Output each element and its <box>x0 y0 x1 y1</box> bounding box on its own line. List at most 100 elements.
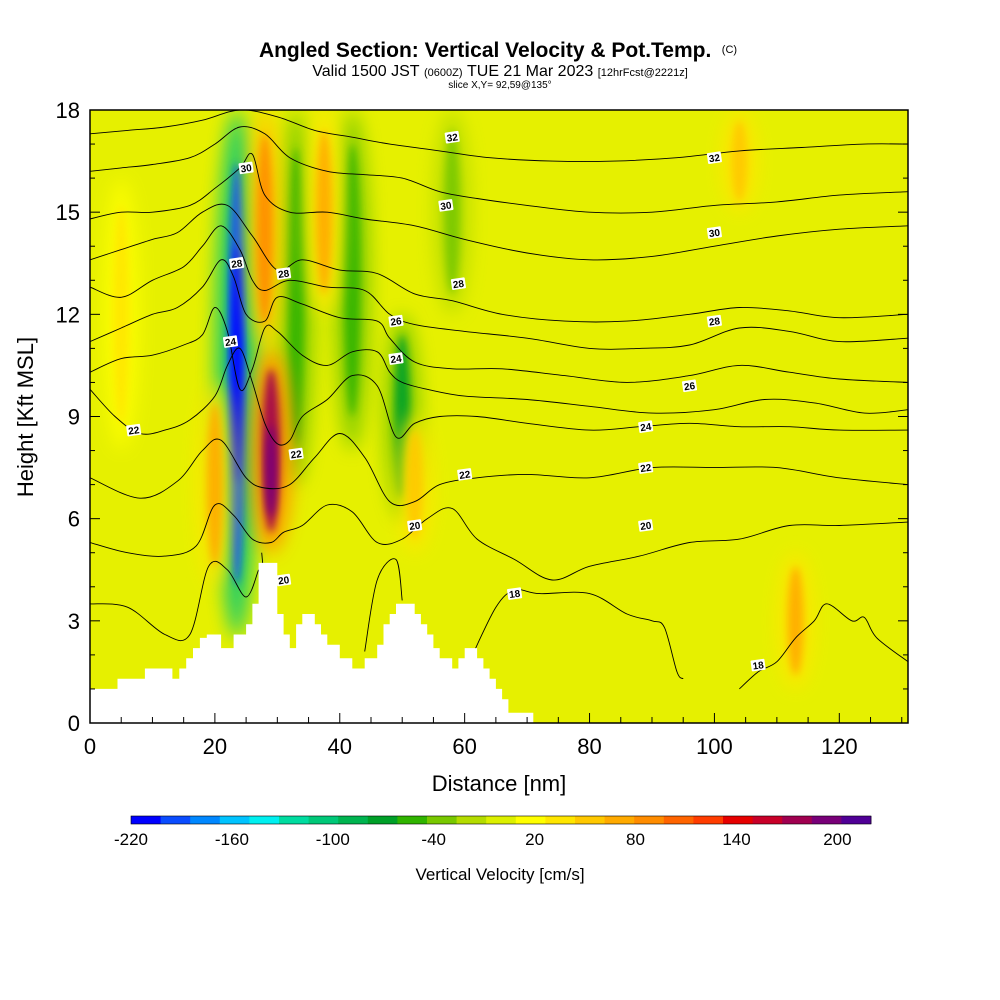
theta-contour-18 <box>364 558 403 652</box>
colorbar-frame <box>130 815 872 825</box>
contour-label-text: 28 <box>278 269 291 282</box>
velocity-downdraft-core <box>344 144 361 417</box>
terrain-mask <box>90 562 908 723</box>
theta-contour-28 <box>90 203 908 323</box>
colorbar-swatch <box>752 816 783 824</box>
contour-label-text: 32 <box>446 132 459 145</box>
colorbar-label: -160 <box>215 830 249 849</box>
x-axis-title: Distance [nm] <box>432 771 567 796</box>
theta-contour-22 <box>90 433 908 507</box>
colorbar-swatch <box>782 816 813 824</box>
velocity-downdraft-core <box>288 147 305 448</box>
colorbar-swatch <box>338 816 369 824</box>
y-tick-label: 6 <box>68 507 80 532</box>
x-axis: 0 20 40 60 80 100 120 <box>84 713 903 759</box>
colorbar-label: -220 <box>114 830 148 849</box>
colorbar-swatch <box>515 816 546 824</box>
velocity-updraft-core <box>206 402 223 567</box>
contour-label-text: 20 <box>278 575 291 588</box>
contour-label: 30 <box>706 226 722 241</box>
colorbar-swatch <box>456 816 487 824</box>
colorbar-swatch <box>427 816 457 824</box>
contour-label: 24 <box>388 352 404 366</box>
colorbar-swatch <box>397 816 428 824</box>
contour-label: 20 <box>638 519 654 533</box>
x-tick-label: 100 <box>696 734 733 759</box>
contour-label: 18 <box>750 658 766 673</box>
colorbar-swatch <box>693 816 724 824</box>
theta-contour-32 <box>90 126 908 214</box>
theta-contour-22 <box>90 347 908 446</box>
contour-label-text: 22 <box>128 425 141 438</box>
x-tick-label: 80 <box>577 734 601 759</box>
colorbar-swatch <box>367 816 398 824</box>
colorbar-swatch <box>723 816 753 824</box>
colorbar-swatch <box>811 816 842 824</box>
y-axis-title: Height [Kft MSL] <box>13 337 38 497</box>
contour-label-text: 24 <box>390 354 403 367</box>
x-tick-label: 20 <box>203 734 227 759</box>
contour-label-text: 20 <box>409 521 422 534</box>
theta-contour-26 <box>90 259 908 383</box>
colorbar-label: 80 <box>626 830 645 849</box>
colorbar-label: 20 <box>525 830 544 849</box>
contour-label-text: 26 <box>390 316 403 329</box>
y-tick-label: 3 <box>68 609 80 634</box>
slice-info: slice X,Y= 92,59@135° <box>448 80 551 91</box>
contour-label: 26 <box>388 314 404 329</box>
velocity-updraft-core <box>787 566 804 676</box>
colorbar-label: 140 <box>722 830 750 849</box>
theta-contour-18 <box>470 589 684 680</box>
contour-label-text: 32 <box>708 153 721 166</box>
y-tick-label: 18 <box>56 98 80 123</box>
colorbar-swatch <box>219 816 250 824</box>
chart-title: Angled Section: Vertical Velocity & Pot.… <box>259 39 737 62</box>
colorbar-swatch <box>575 816 605 824</box>
contour-label: 32 <box>706 151 722 166</box>
theta-contour-18 <box>739 603 908 690</box>
contour-label: 20 <box>276 573 292 588</box>
colorbar-swatch <box>279 816 309 824</box>
contour-label: 30 <box>238 161 254 175</box>
y-tick-label: 15 <box>56 200 80 225</box>
x-tick-label: 0 <box>84 734 96 759</box>
contour-label: 22 <box>638 461 654 475</box>
contour-label-text: 28 <box>708 316 721 329</box>
contour-label-text: 26 <box>683 381 696 394</box>
colorbar-swatch <box>190 816 221 824</box>
contour-label-text: 28 <box>452 279 465 292</box>
contour-label-text: 18 <box>509 589 522 602</box>
contour-label-text: 30 <box>440 200 453 213</box>
contour-label: 24 <box>638 420 654 434</box>
velocity-downdraft-peak <box>231 245 242 483</box>
theta-contour-30 <box>90 152 908 261</box>
x-tick-label: 120 <box>821 734 858 759</box>
contour-label-text: 30 <box>240 163 253 176</box>
colorbar-swatch <box>634 816 665 824</box>
colorbar-title: Vertical Velocity [cm/s] <box>415 865 584 884</box>
contour-label: 22 <box>457 468 473 482</box>
velocity-updraft-core <box>256 133 273 325</box>
colorbar-swatch <box>249 816 280 824</box>
contour-label-text: 24 <box>224 337 237 350</box>
theta-contour-24 <box>90 307 908 414</box>
y-axis: 0 3 6 9 12 15 18 <box>56 98 908 736</box>
contour-label-text: 18 <box>752 660 765 673</box>
theta-contour-20 <box>90 503 908 581</box>
contour-label: 18 <box>507 587 523 601</box>
contour-label: 22 <box>126 423 142 438</box>
contour-label: 28 <box>229 257 245 271</box>
contour-labels: 32 32 30 30 30 28 28 28 28 26 26 24 24 24 22 22 22 22 20 20… <box>126 130 766 673</box>
theta-contour-26 <box>90 225 908 350</box>
colorbar-swatch <box>545 816 576 824</box>
plot-area: 32 32 30 30 30 28 28 28 28 26 26 24 24 24 22 22 22 22 20 20… <box>90 110 908 723</box>
contour-label: 20 <box>407 519 423 533</box>
contour-label: 22 <box>288 447 304 462</box>
colorbar-labels: -220 -160 -100 -40 20 80 140 200 <box>114 830 852 849</box>
contour-label-text: 30 <box>708 228 721 241</box>
colorbar-swatch <box>841 816 872 824</box>
contour-label-text: 22 <box>459 469 472 482</box>
chart-subtitle: Valid 1500 JST (0600Z) TUE 21 Mar 2023 [… <box>312 63 688 80</box>
y-tick-label: 9 <box>68 405 80 430</box>
